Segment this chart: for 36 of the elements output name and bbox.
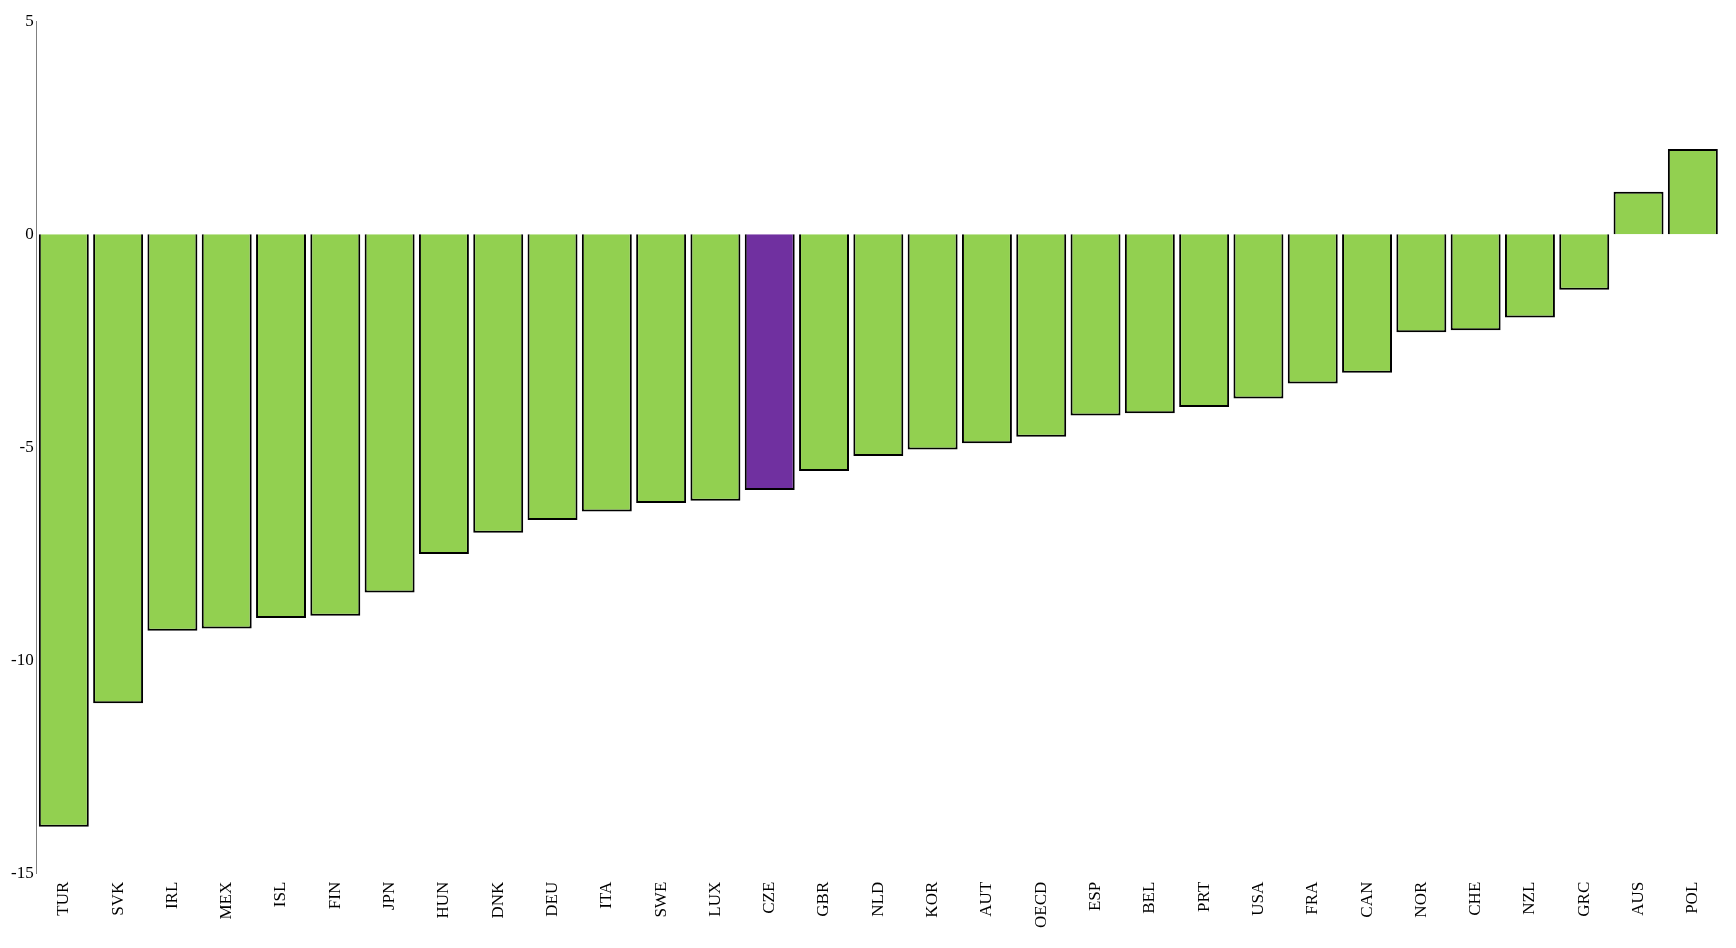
x-tick-label: HUN	[433, 881, 453, 919]
x-tick-label: BEL	[1139, 881, 1159, 914]
x-tick-label: GBR	[813, 881, 833, 917]
y-tick-label: -10	[10, 650, 34, 670]
x-tick-label: NLD	[867, 881, 887, 917]
x-tick-label: NZL	[1519, 881, 1539, 915]
x-tick-label: CHE	[1465, 881, 1485, 916]
x-tick-label: POL	[1682, 881, 1702, 914]
x-tick-label: JPN	[379, 881, 399, 911]
x-tick-label: ITA	[596, 881, 616, 909]
x-tick-label: IRL	[161, 881, 181, 910]
x-tick-label: CAN	[1356, 881, 1376, 918]
x-tick-label: MEX	[216, 881, 236, 920]
x-tick-label: FRA	[1302, 881, 1322, 915]
x-tick-label: LUX	[704, 881, 724, 917]
x-tick-label: CZE	[759, 881, 779, 914]
y-tick-label: 5	[25, 10, 34, 30]
y-tick-label: 0	[25, 223, 34, 243]
x-tick-label: DEU	[541, 881, 561, 917]
y-tick-label: -5	[19, 436, 34, 456]
x-tick-label: TUR	[53, 881, 73, 916]
x-tick-label: PRT	[1193, 881, 1213, 912]
x-tick-label: USA	[1247, 881, 1267, 916]
x-tick-label: KOR	[922, 881, 942, 918]
x-tick-label: OECD	[1030, 881, 1050, 928]
x-tick-label: ESP	[1085, 881, 1104, 912]
x-tick-label: GRC	[1573, 881, 1593, 917]
x-tick-label: DNK	[487, 881, 507, 919]
x-tick-label: FIN	[324, 881, 344, 910]
x-tick-label: NOR	[1410, 881, 1430, 918]
x-tick-label: AUS	[1628, 881, 1648, 916]
y-tick-label: -15	[10, 863, 34, 883]
x-tick-label: AUT	[976, 881, 996, 917]
x-tick-label: SWE	[650, 881, 670, 918]
x-tick-label: SVK	[107, 881, 127, 916]
x-tick-label: ISL	[270, 881, 290, 908]
